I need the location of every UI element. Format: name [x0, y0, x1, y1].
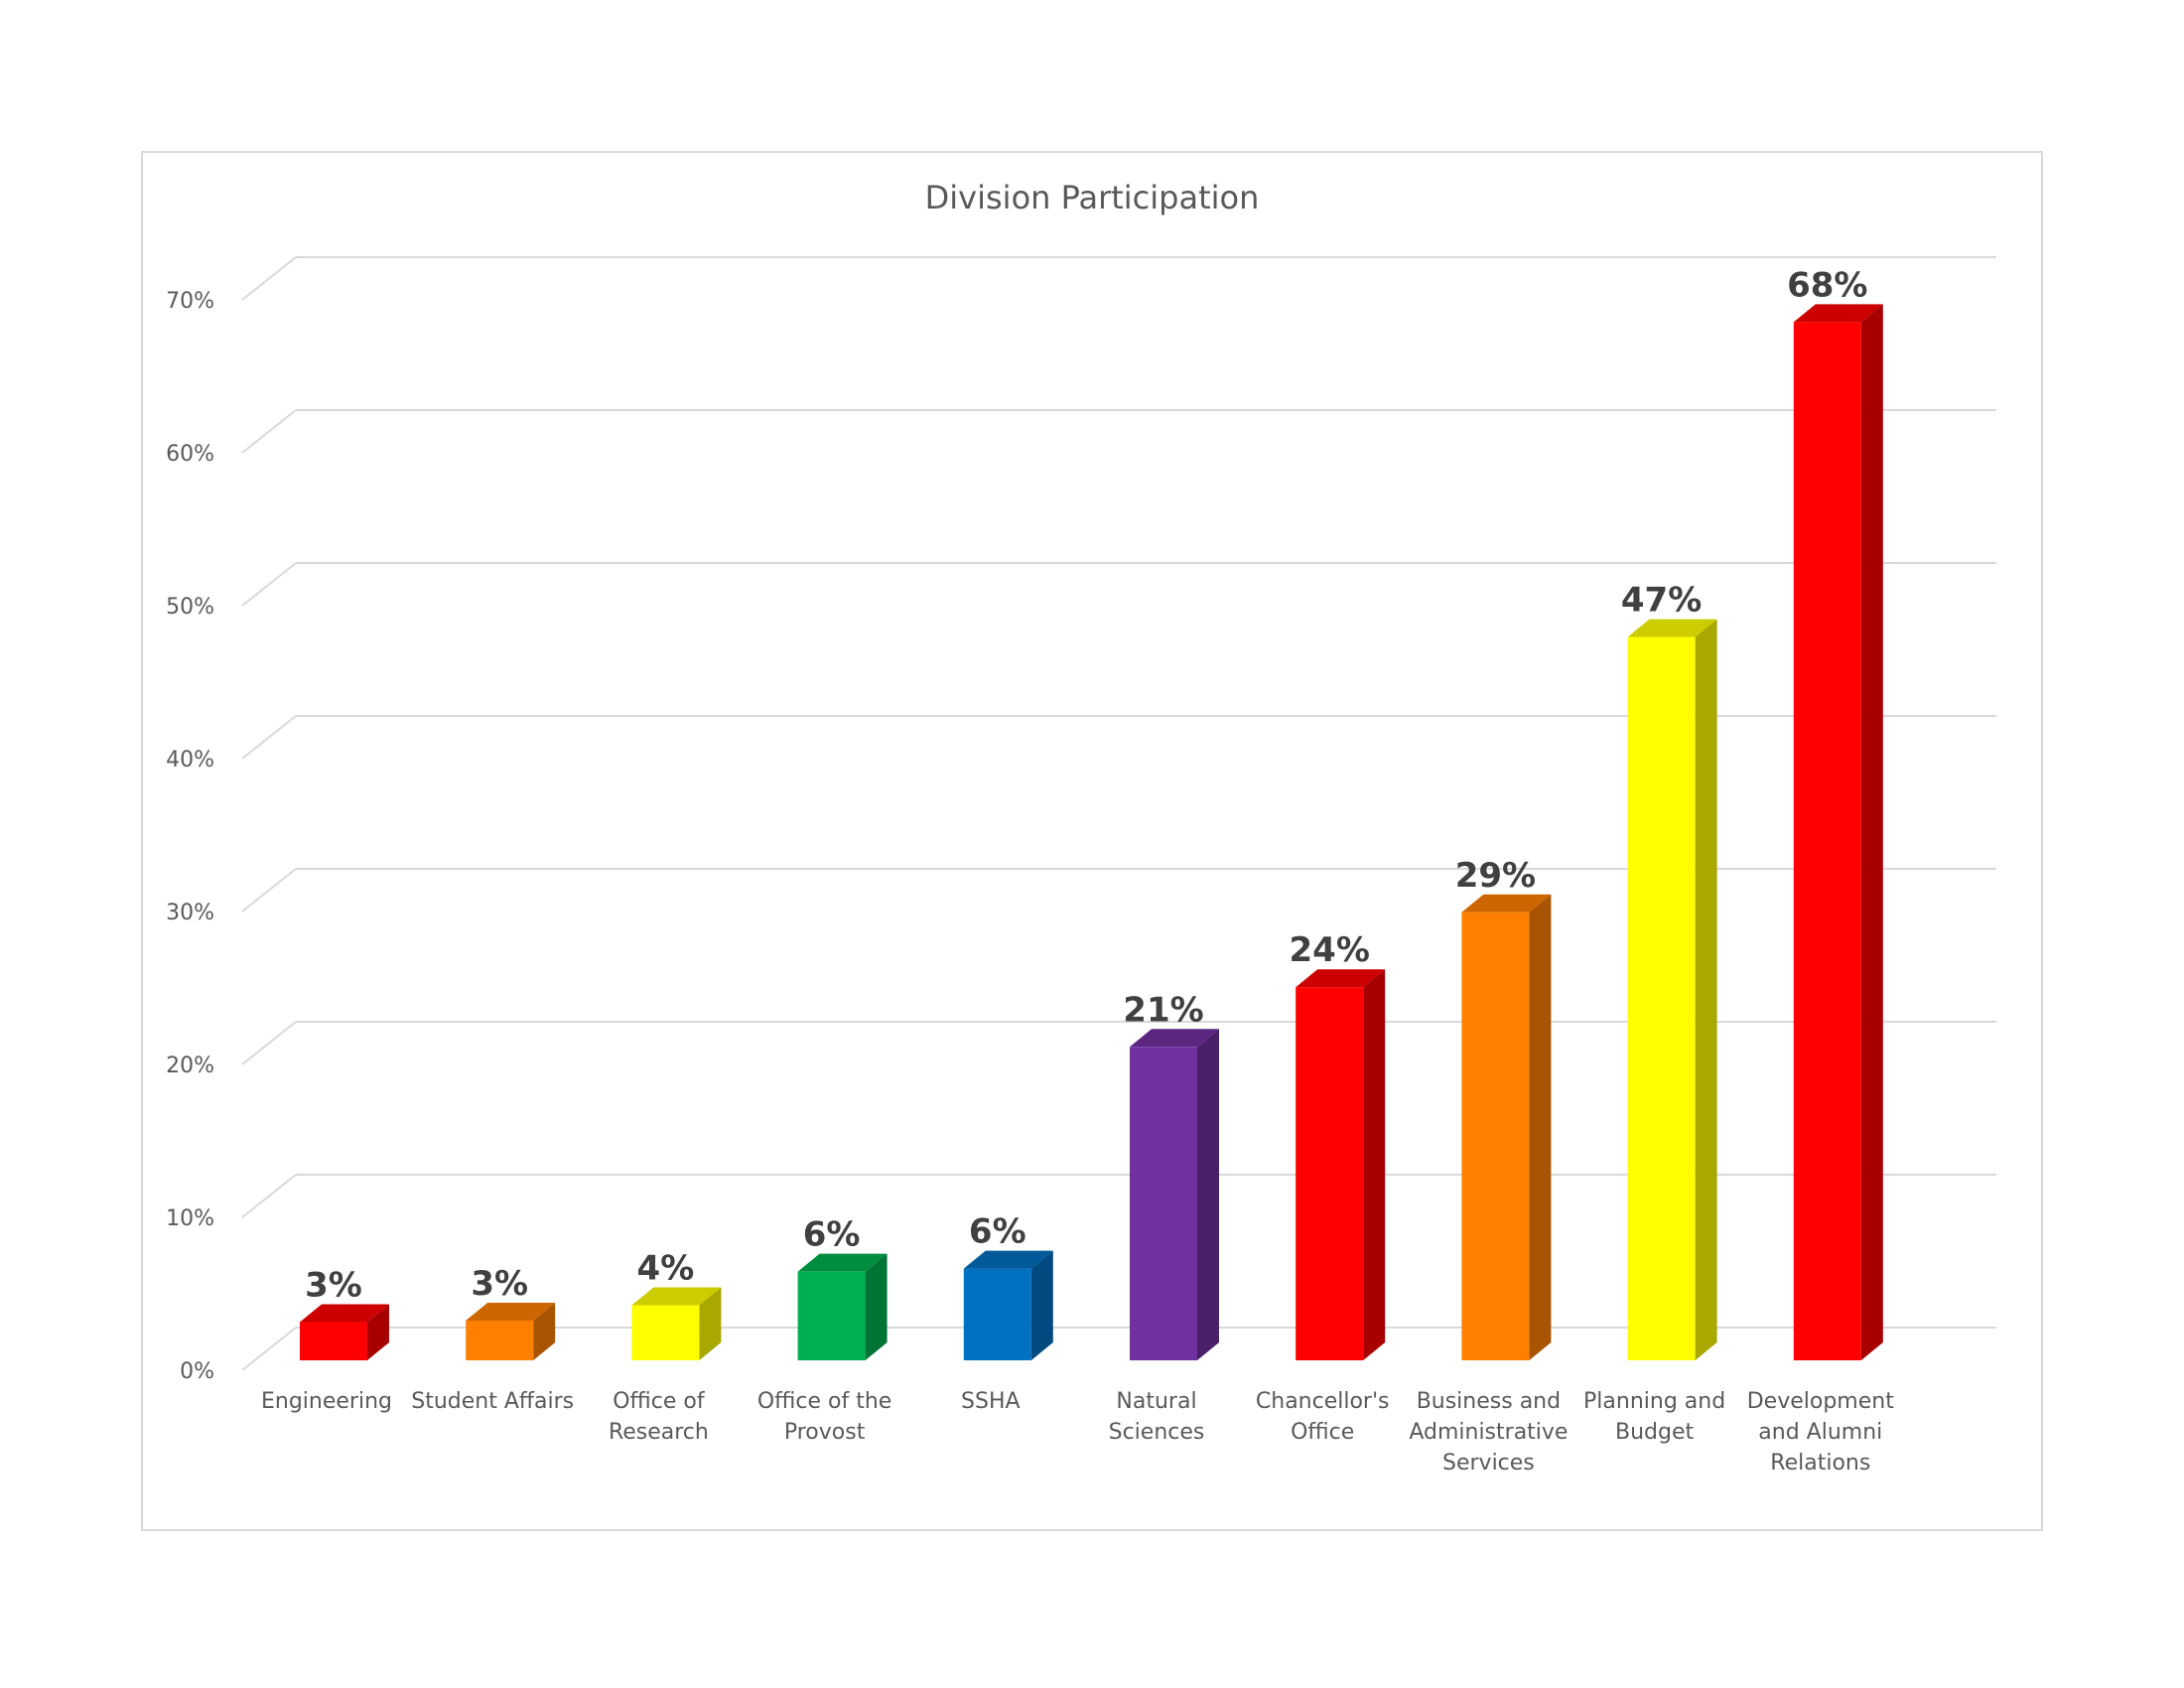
- data-label: 4%: [637, 1249, 695, 1289]
- bars-layer: [300, 304, 1883, 1361]
- bar-front: [963, 1268, 1031, 1360]
- chart-title: Division Participation: [925, 179, 1260, 216]
- x-tick-label: Provost: [784, 1420, 866, 1445]
- gridline-diag: [241, 1174, 297, 1218]
- gridline-diag: [241, 562, 297, 607]
- bar-top: [1627, 619, 1717, 637]
- bar-front: [631, 1305, 700, 1360]
- x-tick-label: Administrative: [1409, 1420, 1568, 1445]
- bar-front: [466, 1320, 534, 1360]
- bar-front: [1130, 1047, 1197, 1360]
- gridline-diag: [241, 409, 297, 454]
- bar-side: [1529, 894, 1552, 1360]
- bar: [1130, 1029, 1219, 1360]
- x-tick-label: SSHA: [961, 1389, 1021, 1414]
- y-tick-label: 50%: [166, 595, 214, 620]
- grid-layer: 0% 10% 20% 30% 40% 50% 60% 70%: [166, 256, 1996, 1384]
- gridline-diag: [241, 1327, 297, 1371]
- bar-top: [797, 1253, 887, 1272]
- x-tick-label: Relations: [1770, 1451, 1870, 1476]
- bar-side: [699, 1287, 722, 1360]
- x-tick-label: Natural: [1116, 1389, 1196, 1414]
- chart-frame: Division Participation 0% 10% 20% 30% 40% 50%…: [141, 151, 2043, 1531]
- bar-top: [1461, 894, 1552, 913]
- data-label: 24%: [1290, 930, 1370, 970]
- bar: [631, 1287, 722, 1360]
- x-tick-label: Services: [1442, 1451, 1535, 1476]
- x-tick-label: Office of the: [757, 1389, 892, 1414]
- bar-side: [1197, 1029, 1219, 1360]
- bar-side: [1695, 619, 1717, 1360]
- x-tick-label: Business and: [1417, 1389, 1561, 1414]
- bar: [1461, 894, 1552, 1360]
- bar-top: [1296, 969, 1386, 988]
- bar-front: [1461, 912, 1530, 1360]
- x-tick-label: Chancellor's: [1256, 1389, 1390, 1414]
- bar: [1793, 304, 1883, 1361]
- x-tick-label: Development: [1747, 1389, 1894, 1414]
- bar: [466, 1302, 556, 1360]
- bar-side: [367, 1304, 389, 1360]
- x-tick-label: Sciences: [1109, 1420, 1205, 1445]
- x-tick-label: Engineering: [261, 1389, 392, 1414]
- data-label: 3%: [471, 1264, 528, 1304]
- data-label: 47%: [1621, 581, 1702, 621]
- bar-top: [466, 1302, 556, 1321]
- data-label: 6%: [803, 1215, 861, 1255]
- y-tick-label: 70%: [166, 289, 214, 314]
- bar-top: [1793, 304, 1883, 323]
- bar-front: [797, 1271, 866, 1360]
- labels-layer: 3% Engineering 3% Student Affairs 4% Office o…: [261, 265, 1894, 1476]
- gridline-diag: [241, 256, 297, 301]
- x-tick-label: Budget: [1615, 1420, 1695, 1445]
- gridline-diag: [241, 868, 297, 913]
- gridline-diag: [241, 1021, 297, 1065]
- bar: [963, 1250, 1053, 1360]
- bar-side: [1030, 1250, 1053, 1360]
- data-label: 3%: [305, 1266, 362, 1306]
- y-tick-label: 40%: [166, 748, 214, 773]
- data-label: 6%: [969, 1212, 1026, 1252]
- y-tick-label: 20%: [166, 1054, 214, 1078]
- bar-front: [1793, 322, 1861, 1361]
- bar-top: [963, 1250, 1053, 1269]
- bar: [1627, 619, 1717, 1360]
- data-label: 68%: [1787, 265, 1867, 305]
- bar: [797, 1253, 887, 1360]
- data-label: 21%: [1123, 990, 1203, 1030]
- data-label: 29%: [1455, 856, 1536, 896]
- bar-top: [300, 1304, 389, 1323]
- bar: [300, 1304, 389, 1360]
- bar: [1296, 969, 1386, 1360]
- bar-front: [1296, 987, 1364, 1360]
- x-tick-label: Office of: [613, 1389, 706, 1414]
- bar-chart: Division Participation 0% 10% 20% 30% 40% 50%…: [166, 179, 1996, 1476]
- bar-top: [631, 1287, 722, 1306]
- bar-side: [865, 1253, 887, 1360]
- y-tick-label: 10%: [166, 1206, 214, 1231]
- y-tick-label: 0%: [180, 1359, 214, 1384]
- gridline-diag: [241, 715, 297, 760]
- x-tick-label: Office: [1291, 1420, 1354, 1445]
- x-tick-label: Student Affairs: [411, 1389, 574, 1414]
- bar-side: [1860, 304, 1883, 1361]
- y-tick-label: 60%: [166, 442, 214, 467]
- bar-side: [533, 1302, 556, 1360]
- bar-front: [1627, 636, 1696, 1360]
- y-tick-label: 30%: [166, 901, 214, 925]
- bar-side: [1363, 969, 1386, 1360]
- x-tick-label: Research: [609, 1420, 709, 1445]
- x-tick-label: and Alumni: [1758, 1420, 1882, 1445]
- bar-front: [300, 1322, 367, 1360]
- bar-top: [1130, 1029, 1219, 1048]
- x-tick-label: Planning and: [1583, 1389, 1725, 1414]
